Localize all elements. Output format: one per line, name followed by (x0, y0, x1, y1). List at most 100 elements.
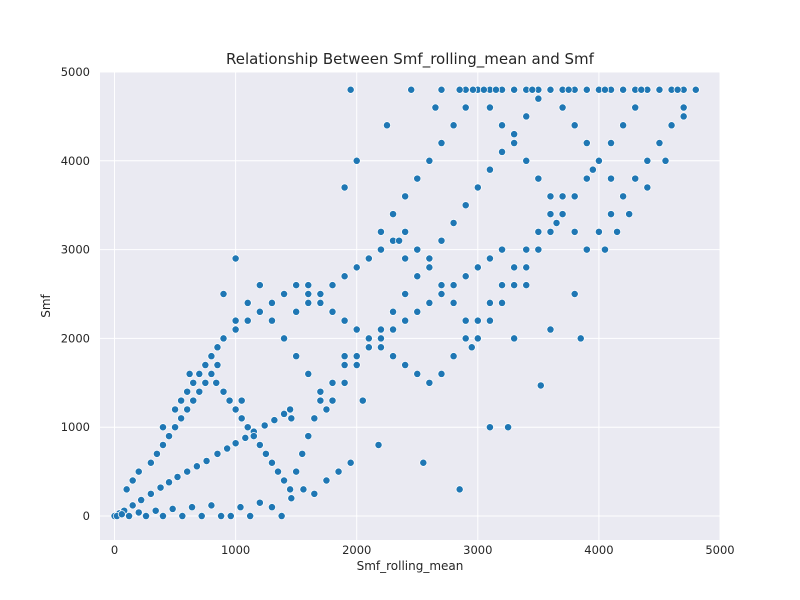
data-point (449, 281, 458, 290)
data-point (582, 174, 591, 183)
data-point (461, 316, 470, 325)
data-point (401, 290, 410, 298)
data-point (661, 156, 670, 165)
data-point (358, 396, 367, 405)
data-point (340, 316, 349, 325)
data-point (277, 512, 286, 520)
data-point (231, 325, 240, 334)
data-point (316, 290, 325, 298)
data-point (299, 485, 308, 494)
data-point (376, 245, 385, 254)
data-point (498, 281, 506, 290)
data-point (213, 343, 222, 352)
data-point (146, 458, 155, 467)
data-point (558, 192, 567, 201)
data-point (201, 378, 210, 387)
data-point (534, 245, 543, 254)
data-point (316, 387, 325, 396)
data-point (287, 414, 296, 423)
data-point (607, 174, 615, 183)
data-point (217, 512, 226, 520)
data-point (340, 183, 349, 192)
data-point (197, 512, 206, 520)
data-point (304, 281, 313, 290)
y-tick-label: 5000 (61, 65, 90, 79)
y-tick-label: 1000 (61, 420, 90, 434)
data-point (534, 174, 543, 183)
data-point (304, 290, 313, 298)
y-axis-label: Smf (39, 293, 53, 317)
data-point (226, 512, 235, 520)
data-point (125, 512, 134, 520)
data-point (637, 85, 646, 94)
data-point (469, 85, 477, 94)
data-point (437, 281, 446, 290)
data-point (601, 245, 609, 254)
data-point (352, 325, 361, 334)
data-point (431, 103, 440, 112)
data-point (546, 85, 555, 94)
data-point (134, 508, 143, 517)
data-point (498, 121, 506, 130)
data-point (631, 174, 640, 183)
data-point (510, 263, 519, 272)
data-point (613, 227, 622, 236)
chart-title: Relationship Between Smf_rolling_mean an… (226, 50, 595, 69)
data-point (437, 236, 446, 245)
data-point (522, 263, 531, 272)
data-point (425, 263, 434, 272)
data-point (156, 483, 165, 492)
data-point (334, 467, 343, 476)
data-point (255, 307, 264, 316)
data-point (134, 467, 143, 476)
data-point (413, 307, 422, 316)
x-tick-labels: 0 1000 2000 3000 4000 5000 (111, 543, 735, 557)
data-point (619, 121, 628, 130)
data-point (207, 369, 216, 378)
data-point (328, 396, 337, 405)
data-point (195, 387, 204, 396)
x-tick-label: 0 (111, 543, 118, 557)
data-point (316, 396, 325, 405)
data-point (374, 441, 383, 449)
data-point (188, 503, 196, 512)
data-point (246, 512, 255, 520)
data-point (241, 433, 250, 442)
x-tick-label: 5000 (705, 543, 734, 557)
data-point (528, 85, 537, 94)
data-point (340, 352, 349, 361)
data-point (352, 156, 361, 165)
data-point (376, 325, 385, 334)
data-point (304, 298, 313, 307)
data-point (522, 112, 531, 121)
plot-background (100, 72, 720, 540)
data-point (122, 485, 131, 494)
data-point (352, 263, 361, 272)
data-point (280, 409, 289, 418)
data-point (185, 369, 194, 378)
data-point (534, 94, 543, 103)
data-point (255, 281, 264, 290)
data-point (177, 414, 186, 423)
data-point (437, 290, 446, 298)
data-point (231, 316, 240, 325)
data-point (413, 272, 422, 281)
data-point (249, 432, 258, 441)
data-point (202, 457, 211, 465)
data-point (183, 405, 192, 414)
data-point (165, 432, 173, 441)
y-tick-label: 4000 (61, 154, 90, 168)
data-point (631, 103, 640, 112)
data-point (117, 510, 126, 519)
data-point (425, 156, 434, 165)
data-point (128, 501, 137, 510)
data-point (534, 227, 543, 236)
data-point (159, 441, 167, 449)
data-point (401, 227, 410, 236)
data-point (207, 501, 216, 510)
data-point (146, 489, 155, 498)
x-axis-label: Smf_rolling_mean (357, 559, 464, 573)
data-point (292, 281, 301, 290)
data-point (243, 423, 252, 432)
data-point (473, 263, 482, 272)
